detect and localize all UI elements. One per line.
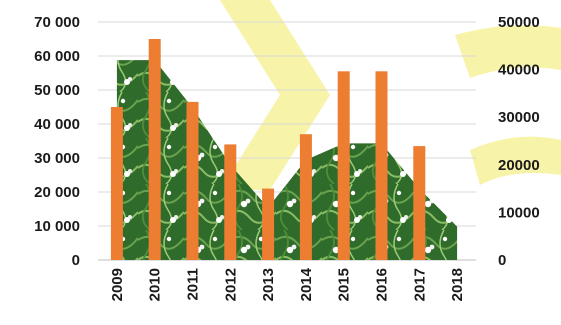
bar-series <box>110 39 426 261</box>
y-right-tick-label: 0 <box>498 252 506 269</box>
y-left-tick-label: 50 000 <box>34 82 80 99</box>
x-axis: 2009 2010 2011 2012 2013 2014 2015 2016 2017 2018 <box>109 267 466 301</box>
y-right-tick-label: 50000 <box>498 14 540 31</box>
y-left-tick-label: 40 000 <box>34 116 80 133</box>
y-left-tick-label: 60 000 <box>34 48 80 65</box>
x-tick-label: 2016 <box>374 268 391 301</box>
y-left-tick-label: 70 000 <box>34 14 80 31</box>
x-tick-label: 2017 <box>411 268 428 301</box>
y-right-tick-label: 30000 <box>498 109 540 126</box>
x-tick-label: 2013 <box>260 268 277 301</box>
x-tick-label: 2014 <box>298 267 315 301</box>
y-left-tick-label: 0 <box>72 252 80 269</box>
y-axis-left: 0 10 000 20 000 30 000 40 000 50 000 60 000 70 … <box>34 14 80 269</box>
x-tick-label: 2018 <box>449 268 466 301</box>
watermark-swoosh <box>455 25 561 78</box>
watermark-swoosh <box>470 136 561 185</box>
bar-2010 <box>148 39 161 260</box>
y-axis-right: 0 10000 20000 30000 40000 50000 <box>498 14 540 269</box>
y-left-tick-label: 30 000 <box>34 150 80 167</box>
bar-2015 <box>337 71 350 260</box>
y-right-tick-label: 10000 <box>498 204 540 221</box>
watermark-shapes <box>220 0 561 190</box>
watermark-chevron <box>220 0 330 190</box>
y-left-tick-label: 10 000 <box>34 218 80 235</box>
bar-2009 <box>110 107 123 260</box>
x-tick-label: 2015 <box>336 268 353 301</box>
x-tick-label: 2012 <box>222 268 239 301</box>
y-right-tick-label: 40000 <box>498 62 540 79</box>
y-left-tick-label: 20 000 <box>34 184 80 201</box>
bar-2014 <box>299 134 312 260</box>
bar-2013 <box>262 188 275 260</box>
bar-2016 <box>375 71 388 260</box>
y-right-tick-label: 20000 <box>498 157 540 174</box>
bar-2017 <box>413 146 426 260</box>
bar-2012 <box>224 144 237 260</box>
bar-2011 <box>186 101 199 261</box>
area-series <box>116 60 458 260</box>
x-tick-label: 2009 <box>109 268 126 301</box>
x-tick-label: 2011 <box>185 268 202 301</box>
x-tick-label: 2010 <box>147 268 164 301</box>
